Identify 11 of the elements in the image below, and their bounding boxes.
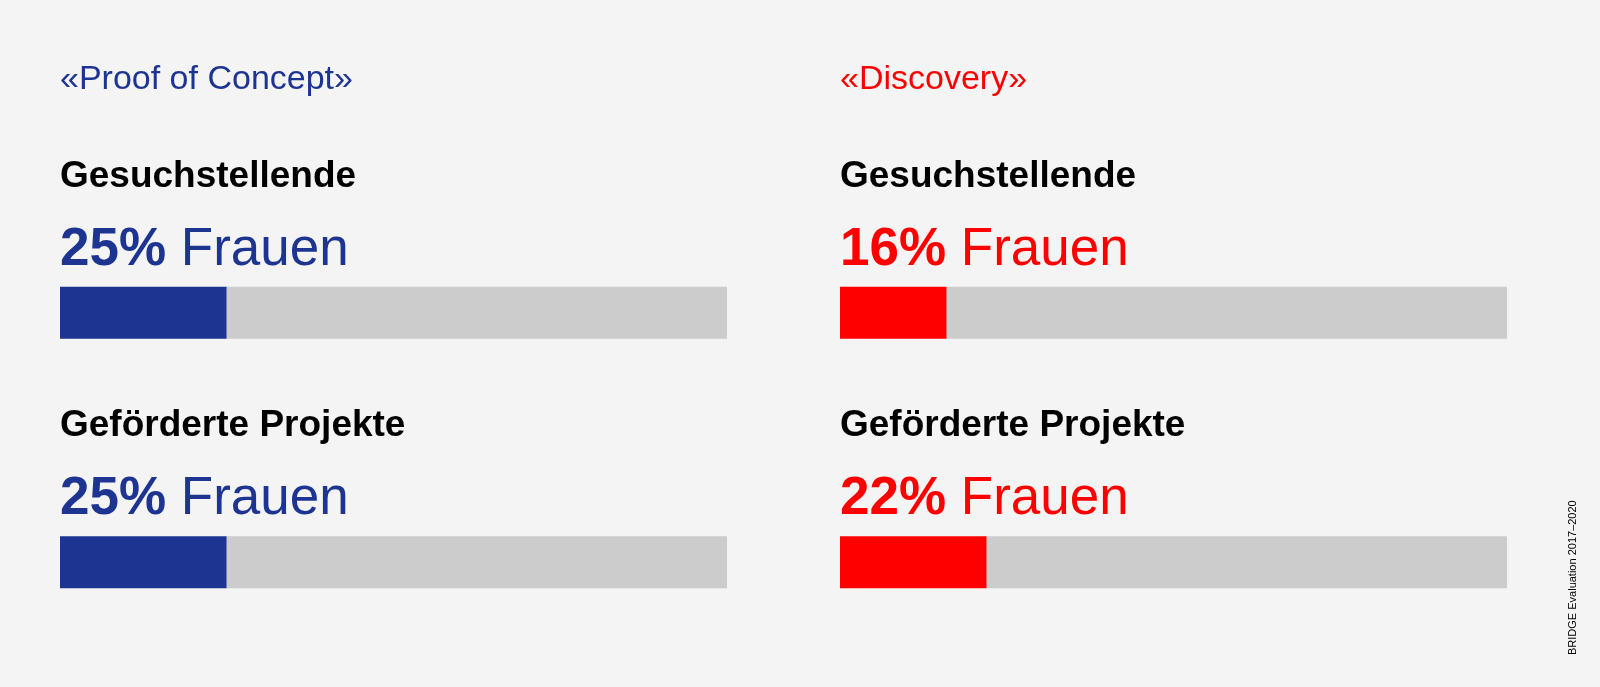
chart-title: «Proof of Concept» — [60, 58, 353, 96]
chart-title: «Discovery» — [840, 58, 1028, 96]
text: BRIDGE Evaluation 2017–2020 — [1566, 500, 1578, 655]
data-label: 25% Frauen — [60, 466, 349, 526]
y-tick-label: Gesuchstellende — [840, 153, 1137, 195]
data-label: 16% Frauen — [840, 216, 1129, 276]
y-tick-label: Geförderte Projekte — [840, 403, 1186, 445]
y-tick-label: Gesuchstellende — [60, 153, 357, 195]
data-label: 25% Frauen — [60, 216, 349, 276]
data-label: 22% Frauen — [840, 466, 1129, 526]
y-tick-label: Geförderte Projekte — [60, 403, 406, 445]
